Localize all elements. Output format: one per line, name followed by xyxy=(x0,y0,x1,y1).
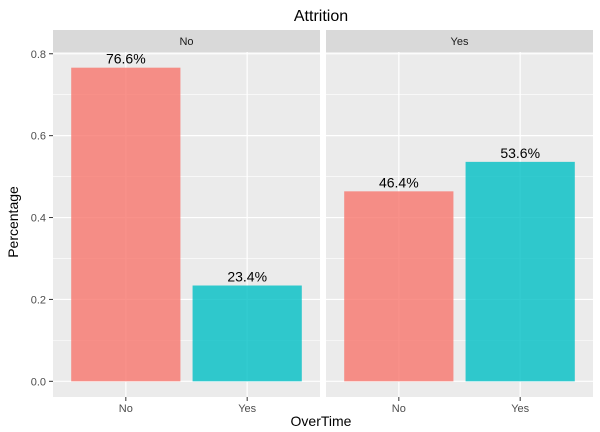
x-tick-label: No xyxy=(119,403,133,415)
bar-yes xyxy=(192,285,302,382)
y-tick-label: 0.6 xyxy=(31,131,46,143)
y-tick-label: 0.4 xyxy=(31,213,46,225)
x-tick-label: Yes xyxy=(238,403,256,415)
bar-no xyxy=(344,191,454,382)
bar-value-label: 46.4% xyxy=(379,174,419,190)
facet-strip xyxy=(53,30,320,52)
bar-no xyxy=(71,67,181,382)
y-axis-title: Percentage xyxy=(5,186,21,258)
x-tick-label: No xyxy=(392,403,406,415)
bar-yes xyxy=(465,161,575,382)
facet-panel-yes: Yes 46.4% 53.6% No Yes xyxy=(326,30,593,415)
x-axis-title: OverTime xyxy=(291,413,352,429)
bar-value-label: 76.6% xyxy=(106,51,146,67)
y-tick-label: 0.2 xyxy=(31,294,46,306)
facet-strip xyxy=(326,30,593,52)
facet-panels: 0.0 0.2 0.4 0.6 0.8 No 76.6% 23.4% No Yes Yes 46.4%… xyxy=(31,30,593,415)
chart-title: Attrition xyxy=(294,8,348,25)
facet-panel-no: No 76.6% 23.4% No Yes xyxy=(53,30,320,415)
x-tick-label: Yes xyxy=(511,403,529,415)
facet-strip-label: No xyxy=(179,36,193,48)
bar-value-label: 53.6% xyxy=(500,145,540,161)
bar-value-label: 23.4% xyxy=(227,269,267,285)
y-tick-label: 0.8 xyxy=(31,49,46,61)
facet-strip-label: Yes xyxy=(451,36,469,48)
y-tick-label: 0.0 xyxy=(31,376,46,388)
